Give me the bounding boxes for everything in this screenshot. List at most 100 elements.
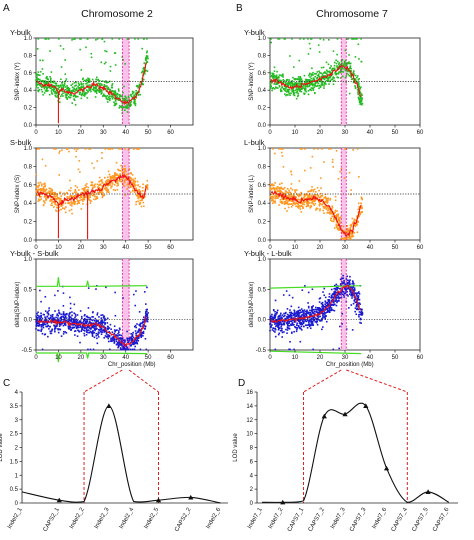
snp-point [80,322,83,324]
snp-point [347,62,350,64]
snp-point [324,196,327,198]
snp-point [127,175,129,178]
y-axis-label: SNP-index (Y) [249,62,255,100]
snp-point [309,206,312,208]
snp-point [349,236,352,238]
snp-point [294,326,297,329]
snp-point [121,181,123,183]
snp-point [69,195,71,198]
snp-point [71,195,73,197]
snp-point [343,292,346,295]
snp-point [83,197,85,200]
snp-point [105,182,107,185]
snp-point [62,92,64,95]
snp-point [354,87,357,89]
snp-point [318,78,320,81]
snp-point [304,310,307,313]
snp-point [303,83,306,86]
snp-point [348,235,351,237]
y-tick-label: 8 [250,446,254,452]
snp-point [348,92,351,95]
snp-point [133,325,136,328]
snp-point [287,191,289,194]
snp-point [73,320,76,323]
snp-point [307,194,309,196]
y-tick-label: 3.5 [10,404,19,410]
snp-point [63,199,66,202]
y-tick-label: 0.8 [24,164,33,170]
snp-point [101,194,104,196]
snp-point [43,333,46,336]
snp-point [302,38,305,40]
snp-point [313,194,315,196]
snp-point [101,196,104,199]
snp-point [58,322,61,324]
snp-point [42,322,44,324]
snp-point [359,303,361,306]
snp-point [288,320,291,323]
snp-point [342,277,345,280]
snp-point [68,150,70,153]
snp-point [129,178,131,180]
snp-point [121,341,124,344]
snp-point [37,78,39,80]
snp-point [334,71,337,74]
snp-point [142,67,144,70]
snp-point [68,316,71,319]
snp-point [273,75,276,78]
snp-point [338,297,340,300]
y-axis-label: SNP-index (L) [249,175,255,213]
snp-point [359,308,362,311]
snp-point [335,72,338,75]
snp-point [298,205,300,207]
snp-point [281,86,284,88]
snp-point [80,330,83,332]
snp-point [126,99,128,102]
snp-point [93,184,96,187]
snp-point [116,182,119,185]
snp-point [104,50,106,52]
snp-point [310,190,312,192]
snp-point [299,340,302,343]
snp-point [66,85,68,87]
snp-point [105,50,108,53]
snp-point [135,290,137,292]
snp-point [294,84,297,87]
snp-point [354,289,356,291]
snp-point [145,69,147,72]
snp-point [44,191,47,193]
snp-point [318,51,321,53]
snp-point [282,76,284,78]
snp-point [126,330,128,333]
marker-label: CAPS7_2 [308,506,327,532]
y-tick-label: 2 [250,487,254,493]
snp-point [301,203,304,206]
snp-point [53,194,56,197]
snp-point [95,78,97,81]
panel-letter-c: C [3,378,10,389]
snp-point [83,187,85,190]
snp-point [274,182,276,184]
snp-point [360,318,362,321]
snp-point [85,322,88,325]
snp-point [110,176,113,178]
x-tick-label: 60 [167,245,174,251]
snp-point [66,89,69,92]
snp-point [100,93,103,95]
snp-point [63,322,65,324]
snp-point [280,74,282,77]
snp-point [291,90,294,92]
snp-point [129,338,131,340]
snp-point [123,173,126,175]
snp-point [146,60,148,63]
snp-point [313,77,315,80]
snp-point [104,148,107,150]
snp-point [71,89,74,92]
snp-point [360,38,362,40]
snp-point [75,324,77,327]
snp-point [119,344,122,346]
snp-point [288,322,290,325]
snp-point [302,325,305,328]
snp-point [273,70,276,73]
y-tick-label: 1.0 [24,146,33,152]
